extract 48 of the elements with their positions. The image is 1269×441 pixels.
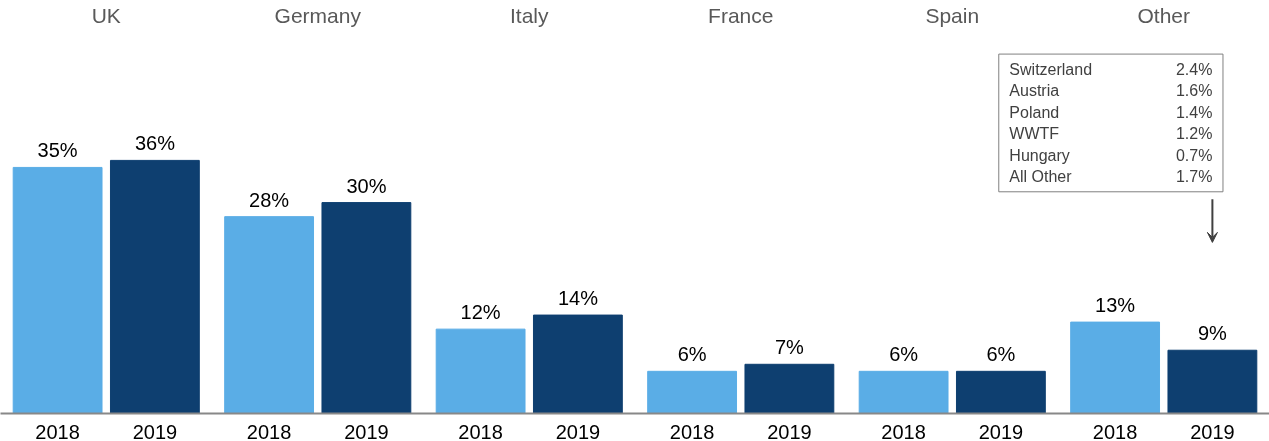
text: 2019 <box>978 420 1024 441</box>
x-tick-label: Spain <box>925 3 980 27</box>
text: All Other 1.7% <box>1009 168 1213 186</box>
x-tick-label: UK <box>91 3 121 27</box>
data-label: 9% <box>1197 322 1228 345</box>
data-label: 12% <box>460 301 501 324</box>
series-label: 2019 <box>132 420 178 441</box>
bar <box>224 216 315 414</box>
text: WWTF 1.2% <box>1009 125 1213 143</box>
x-tick-label: Germany <box>274 3 362 27</box>
bar <box>1070 321 1161 414</box>
data-label: 13% <box>1095 294 1136 317</box>
x-tick-label: France <box>708 3 774 27</box>
bar <box>435 328 526 414</box>
data-label: 30% <box>346 174 387 197</box>
data-label: 7% <box>774 336 805 359</box>
text: 2019 <box>555 420 601 441</box>
text: 2019 <box>767 420 812 441</box>
bar <box>532 314 623 414</box>
data-label: 6% <box>986 343 1016 366</box>
data-label: 6% <box>889 343 919 366</box>
text: 2019 <box>1190 420 1235 441</box>
text: 2018 <box>881 420 926 441</box>
bar <box>109 159 200 414</box>
data-label: 28% <box>249 188 290 211</box>
text: 2018 <box>669 420 715 441</box>
text: 2018 <box>1092 420 1138 441</box>
bar <box>321 202 412 414</box>
text: 2018 <box>458 420 503 441</box>
x-tick-label: Other <box>1137 3 1191 27</box>
text: Austria 1.6% <box>1009 82 1213 100</box>
text: Hungary 0.7% <box>1009 146 1213 164</box>
x-tick-label: Italy <box>509 3 550 27</box>
data-label: 6% <box>677 343 707 366</box>
data-label: 36% <box>134 132 176 155</box>
series-label: 2018 <box>35 420 80 441</box>
bar <box>1167 349 1258 414</box>
bar <box>744 363 835 414</box>
data-label: 35% <box>37 139 78 162</box>
text: 2019 <box>344 420 389 441</box>
text: Poland 1.4% <box>1009 103 1213 121</box>
bar <box>955 370 1046 414</box>
bar <box>647 370 738 414</box>
bar <box>858 370 949 414</box>
bar <box>12 166 103 414</box>
text: 2018 <box>246 420 292 441</box>
data-label: 14% <box>557 287 599 310</box>
text: Switzerland 2.4% <box>1009 60 1213 78</box>
